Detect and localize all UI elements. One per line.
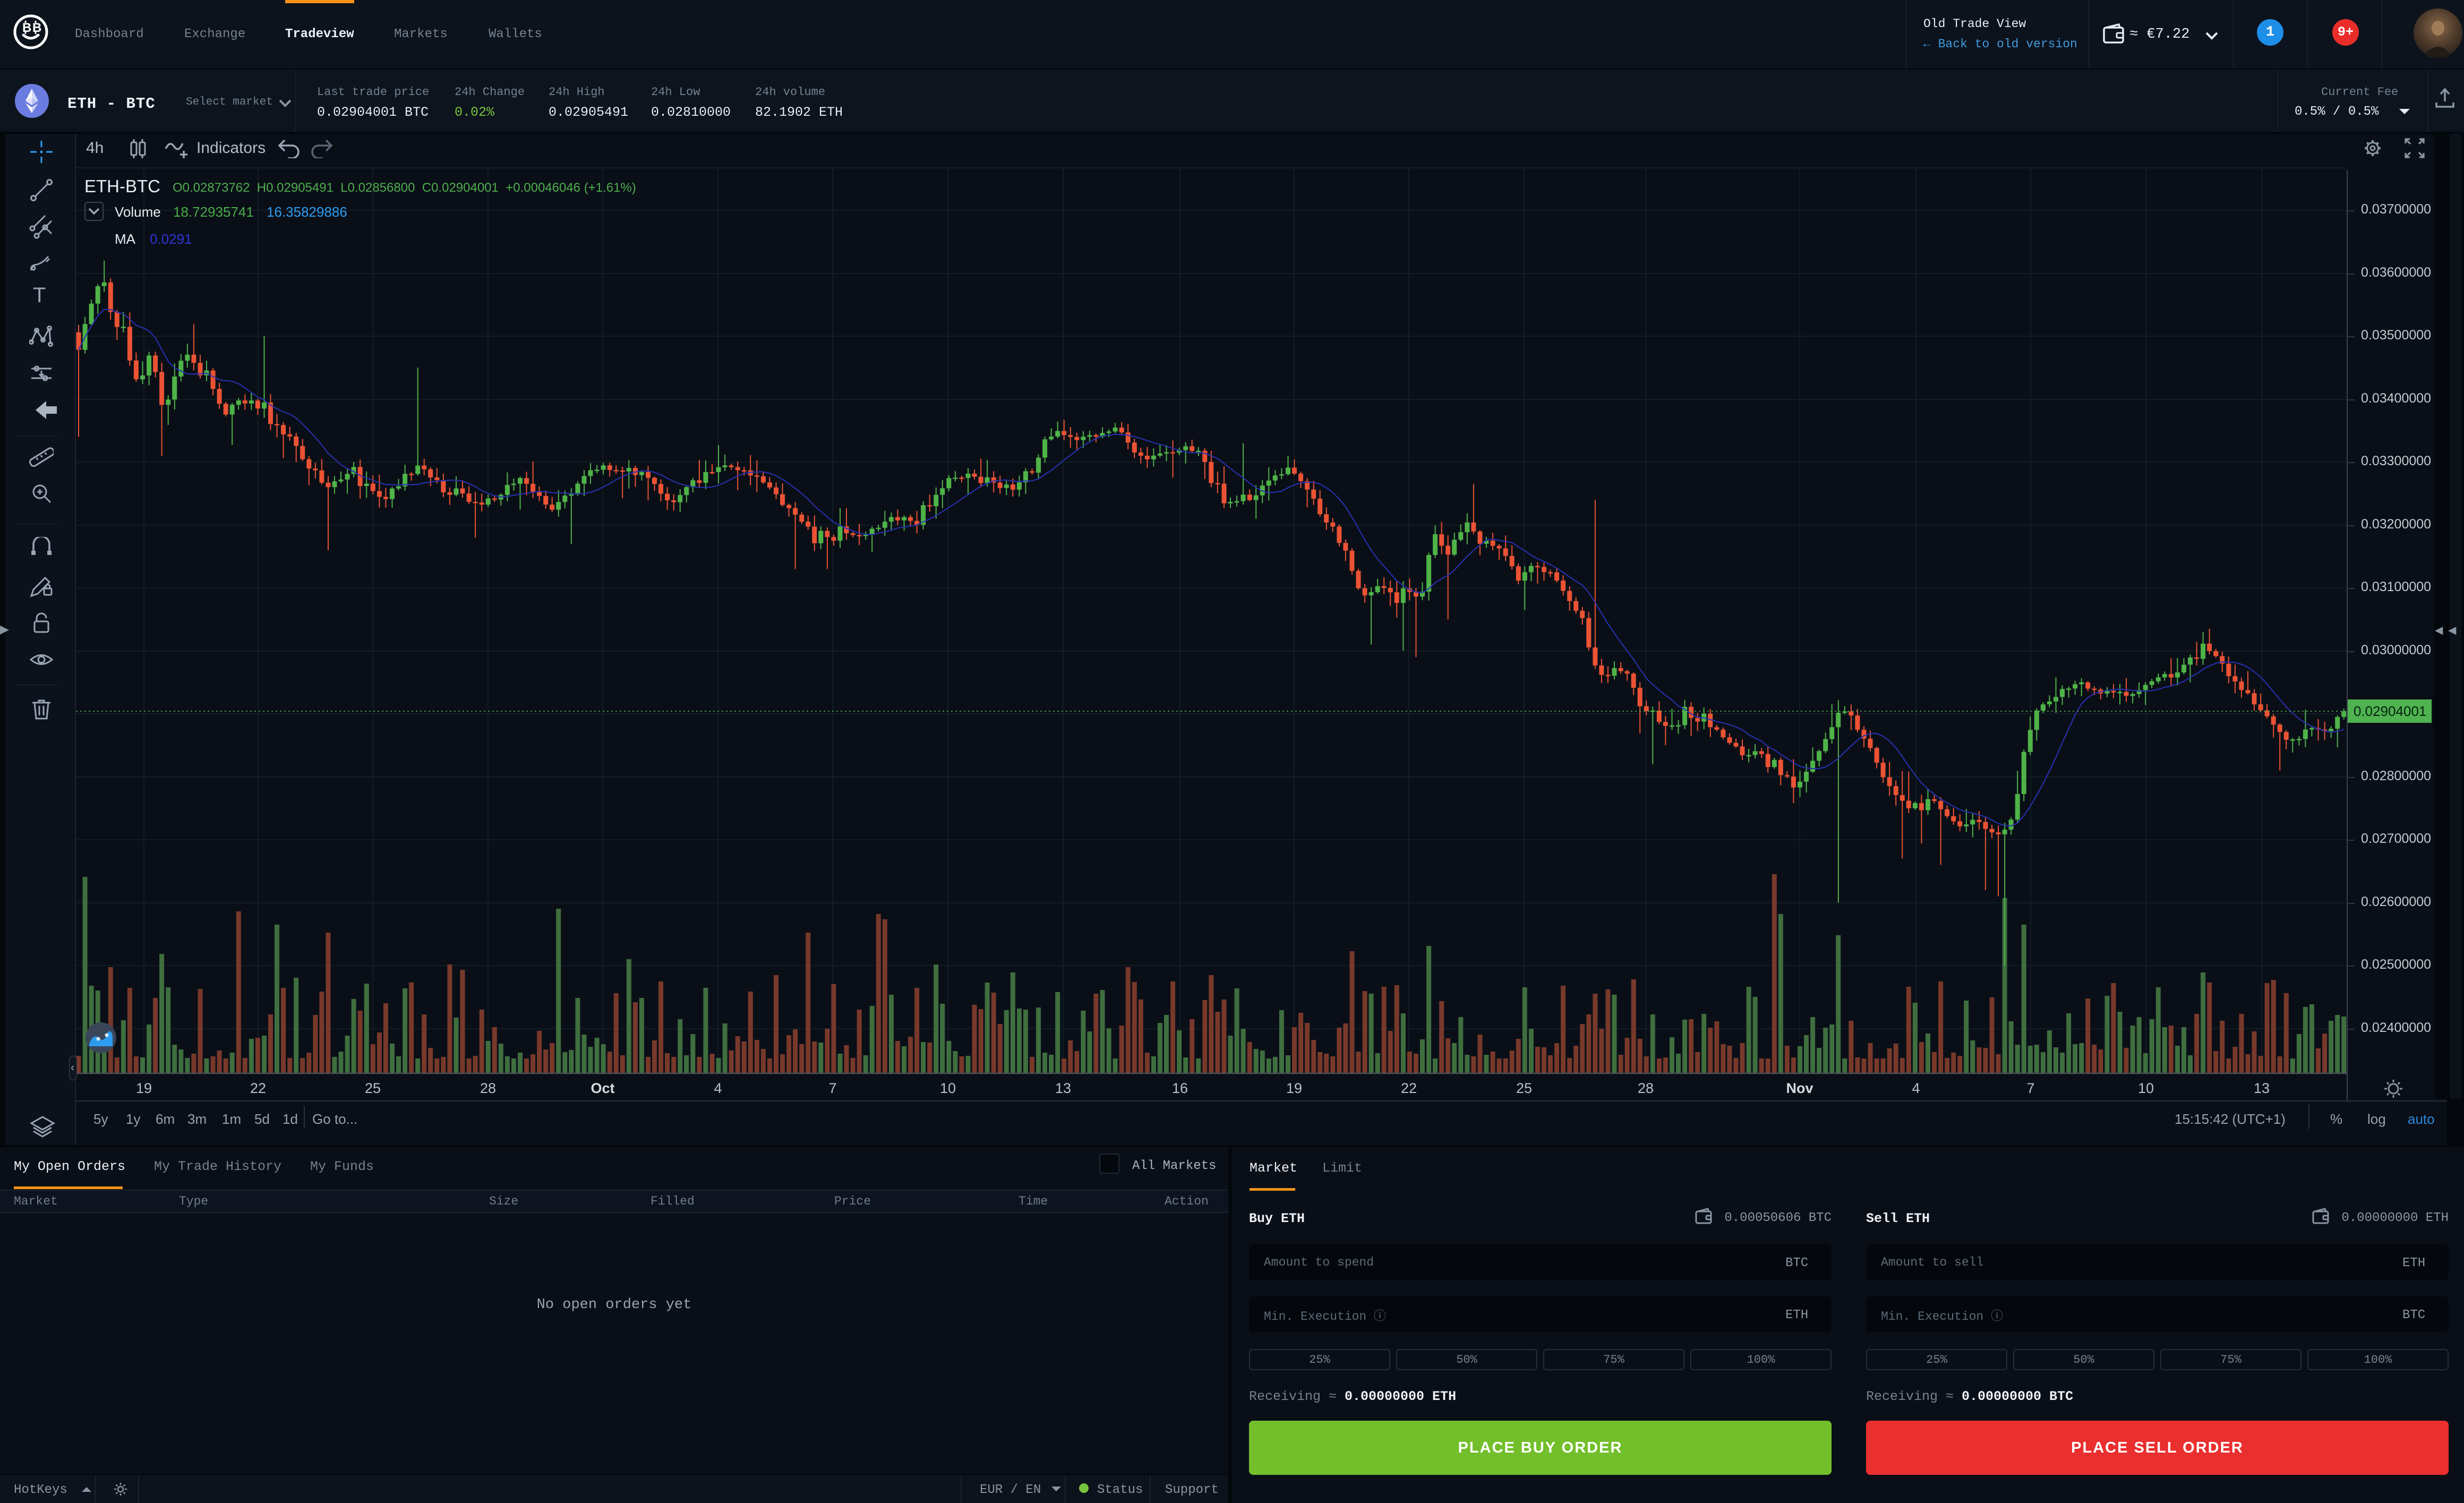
svg-text:B: B [32, 21, 41, 35]
svg-text:0.02904001: 0.02904001 [2354, 703, 2426, 719]
svg-text:B: B [22, 21, 31, 35]
